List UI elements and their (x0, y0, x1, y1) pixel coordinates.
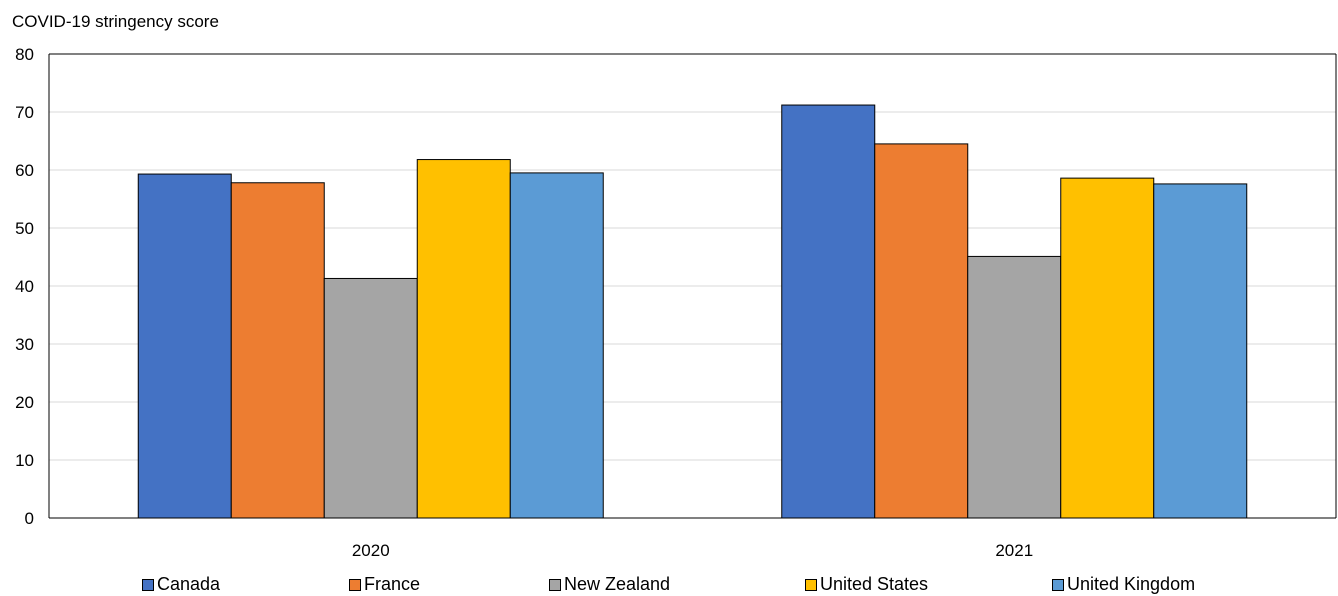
bar (1153, 183, 1248, 519)
legend-item: Canada (142, 574, 220, 595)
y-tick-label: 60 (15, 161, 34, 180)
legend-item: United Kingdom (1052, 574, 1195, 595)
bar (137, 173, 232, 519)
y-tick-label: 40 (15, 277, 34, 296)
legend-item: United States (805, 574, 928, 595)
bar (781, 104, 876, 519)
x-category-label: 2021 (995, 541, 1033, 560)
legend-label: Canada (157, 574, 221, 594)
bar (416, 159, 511, 519)
bar (1060, 177, 1155, 519)
legend-label: United Kingdom (1067, 574, 1196, 594)
bar-chart: 0 10 20 30 40 50 60 70 80 2020 2021 (15, 45, 1337, 560)
y-tick-label: 30 (15, 335, 34, 354)
legend-swatch (549, 578, 561, 591)
y-tick-label: 80 (15, 45, 34, 64)
y-axis-title: COVID-19 stringency score (12, 12, 219, 31)
bar (967, 255, 1062, 519)
legend-label: New Zealand (564, 574, 671, 594)
bar (874, 143, 969, 519)
bar (509, 172, 604, 519)
legend-swatch (1052, 578, 1064, 591)
y-tick-label: 10 (15, 451, 34, 470)
legend-item: France (349, 574, 420, 595)
legend-label: United States (820, 574, 929, 594)
bar (230, 182, 325, 519)
legend: Canada France New Zealand United States Unit… (0, 574, 1338, 596)
legend-label: France (364, 574, 421, 594)
y-tick-label: 70 (15, 103, 34, 122)
legend-swatch (805, 578, 817, 591)
legend-item: New Zealand (549, 574, 670, 595)
legend-swatch (349, 578, 361, 591)
legend-swatch (142, 578, 154, 591)
x-category-label: 2020 (352, 541, 390, 560)
y-tick-label: 50 (15, 219, 34, 238)
y-tick-label: 20 (15, 393, 34, 412)
bar (323, 277, 418, 519)
y-tick-label: 0 (25, 509, 34, 528)
